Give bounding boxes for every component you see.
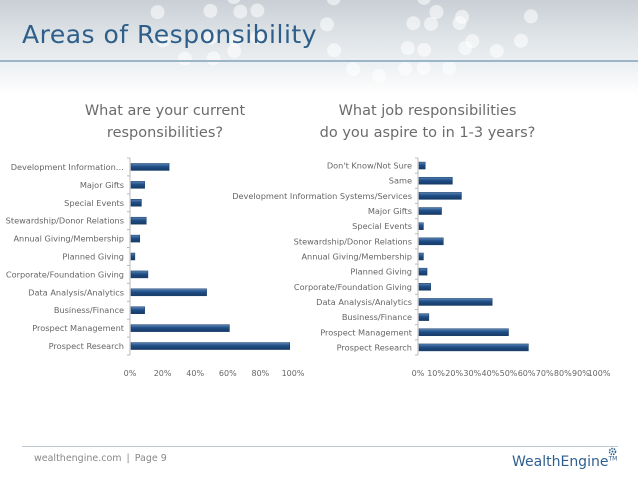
bar-development-information: [130, 163, 170, 171]
bar-development-information-systems-services: [418, 192, 462, 200]
category-label: Data Analysis/Analytics: [28, 287, 124, 297]
bar-same: [418, 176, 453, 185]
category-label: Development Information…: [11, 162, 124, 172]
x-tick-label: 50%: [500, 369, 518, 378]
category-label: Planned Giving: [62, 252, 124, 262]
bar-corporate-foundation-giving: [418, 283, 431, 291]
bar-business-finance: [130, 306, 145, 314]
bar-prospect-research: [418, 343, 529, 352]
bar-prospect-research: [130, 342, 290, 350]
chart-1-title-line-2: responsibilities?: [106, 125, 224, 141]
category-label: Same: [389, 176, 412, 186]
category-label: Special Events: [64, 198, 124, 208]
x-tick-label: 40%: [482, 369, 500, 378]
category-label: Prospect Management: [32, 323, 125, 333]
footer-divider: [22, 446, 618, 447]
x-tick-label: 10%: [427, 369, 445, 378]
x-tick-label: 60%: [219, 369, 237, 378]
bar-special-events: [418, 222, 424, 230]
category-label: Annual Giving/Membership: [301, 252, 412, 262]
x-tick-label: 60%: [518, 369, 536, 378]
bar-stewardship-donor-relations: [130, 216, 147, 225]
x-tick-label: 20%: [445, 369, 463, 378]
bar-don-t-know-not-sure: [418, 161, 426, 170]
category-label: Prospect Research: [337, 342, 412, 352]
x-tick-label: 90%: [572, 369, 590, 378]
category-label: Development Information Systems/Services: [232, 191, 412, 201]
x-tick-label: 20%: [154, 369, 172, 378]
footer-separator: |: [126, 453, 130, 464]
x-tick-label: 100%: [588, 369, 611, 378]
bar-special-events: [130, 199, 142, 207]
category-label: Business/Finance: [342, 312, 412, 322]
category-label: Business/Finance: [54, 305, 124, 315]
category-label: Stewardship/Donor Relations: [6, 216, 124, 226]
x-tick-label: 40%: [186, 369, 204, 378]
x-tick-label: 0%: [412, 369, 425, 378]
bar-planned-giving: [418, 267, 428, 276]
category-label: Prospect Research: [49, 341, 124, 351]
category-label: Stewardship/Donor Relations: [294, 236, 412, 246]
bar-business-finance: [418, 313, 430, 321]
logo-text: WealthEngine: [512, 454, 609, 470]
category-label: Planned Giving: [350, 267, 412, 277]
chart-1-title: What are your current responsibilities?: [65, 100, 265, 144]
category-label: Major Gifts: [80, 180, 124, 190]
category-label: Data Analysis/Analytics: [316, 297, 412, 307]
category-label: Corporate/Foundation Giving: [294, 282, 412, 292]
wealthengine-logo: WealthEngineTM: [512, 454, 617, 470]
bar-annual-giving-membership: [418, 252, 424, 261]
category-label: Major Gifts: [368, 206, 412, 216]
bar-corporate-foundation-giving: [130, 270, 149, 279]
bar-prospect-management: [130, 324, 230, 332]
logo-gear-icon: [608, 447, 617, 456]
category-label: Special Events: [352, 221, 412, 231]
category-label: Corporate/Foundation Giving: [6, 269, 124, 279]
x-tick-label: 100%: [282, 369, 305, 378]
footer-site-link[interactable]: wealthengine.com: [34, 453, 122, 464]
bar-data-analysis-analytics: [418, 298, 493, 306]
footer-page-number: Page 9: [134, 453, 167, 464]
header-band: [0, 0, 638, 95]
current-responsibilities-chart: Prospect Research Prospect Management Busi…: [6, 157, 305, 378]
chart-2-title: What job responsibilities do you aspire …: [300, 100, 555, 144]
footer: wealthengine.com | Page 9: [34, 453, 167, 464]
x-tick-label: 30%: [463, 369, 481, 378]
chart-2-title-line-1: What job responsibilities: [338, 103, 517, 119]
bar-annual-giving-membership: [130, 234, 141, 243]
bar-major-gifts: [130, 181, 145, 189]
bar-major-gifts: [418, 207, 442, 215]
aspired-responsibilities-chart: Prospect Research Prospect Management Busi…: [232, 157, 611, 378]
category-label: Annual Giving/Membership: [13, 234, 124, 244]
x-tick-label: 80%: [554, 369, 572, 378]
bar-data-analysis-analytics: [130, 288, 207, 297]
x-tick-label: 80%: [252, 369, 270, 378]
chart-2-title-line-2: do you aspire to in 1-3 years?: [319, 125, 536, 141]
bar-stewardship-donor-relations: [418, 237, 444, 246]
category-label: Prospect Management: [320, 327, 413, 337]
title-divider: [0, 60, 638, 62]
bar-prospect-management: [418, 328, 509, 337]
slide-title: Areas of Responsibility: [22, 20, 317, 49]
x-tick-label: 0%: [124, 369, 137, 378]
x-tick-label: 70%: [536, 369, 554, 378]
bar-planned-giving: [130, 252, 136, 261]
category-label: Don't Know/Not Sure: [327, 161, 412, 171]
logo-trademark: TM: [608, 455, 618, 463]
chart-1-title-line-1: What are your current: [84, 103, 246, 119]
